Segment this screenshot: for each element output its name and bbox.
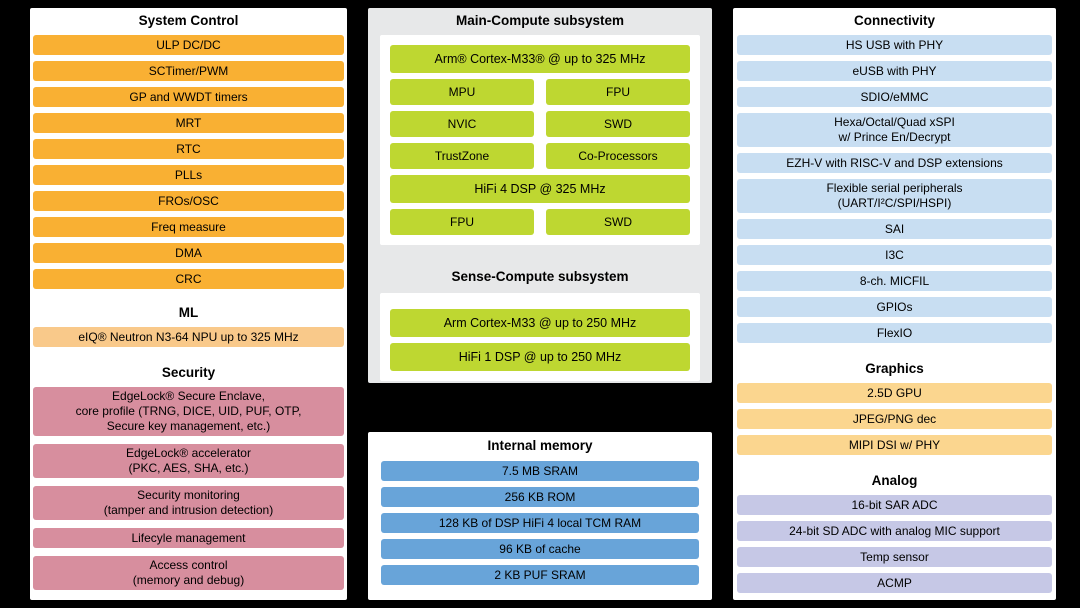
connectivity-item: I3C	[737, 245, 1052, 265]
memory-list: 7.5 MB SRAM 256 KB ROM 128 KB of DSP HiFi …	[381, 461, 699, 585]
section-title-graphics: Graphics	[865, 361, 924, 376]
graphics-item: MIPI DSI w/ PHY	[737, 435, 1052, 455]
system-control-list: ULP DC/DC SCTimer/PWM GP and WWDT timers MR…	[33, 35, 344, 289]
connectivity-item: HS USB with PHY	[737, 35, 1052, 55]
right-panel: Connectivity HS USB with PHY eUSB with PH…	[733, 8, 1056, 600]
memory-item: 2 KB PUF SRAM	[381, 565, 699, 585]
dsp-feature-block: FPU	[390, 209, 534, 235]
connectivity-item: SDIO/eMMC	[737, 87, 1052, 107]
section-title-analog: Analog	[871, 473, 918, 488]
security-list: EdgeLock® Secure Enclave, core profile (…	[33, 387, 344, 590]
section-title-sense-compute: Sense-Compute subsystem	[451, 269, 629, 284]
analog-item: Temp sensor	[737, 547, 1052, 567]
system-control-item: CRC	[33, 269, 344, 289]
connectivity-item: 8-ch. MICFIL	[737, 271, 1052, 291]
cpu-feature-block: MPU	[390, 79, 534, 105]
connectivity-item: SAI	[737, 219, 1052, 239]
section-title-internal-memory: Internal memory	[487, 438, 593, 453]
internal-memory-panel: Internal memory 7.5 MB SRAM 256 KB ROM 128…	[368, 432, 712, 600]
system-control-item: MRT	[33, 113, 344, 133]
sense-compute-block: Arm Cortex-M33 @ up to 250 MHz	[390, 309, 690, 337]
cpu-feature-block: SWD	[546, 111, 690, 137]
main-compute-box: Arm® Cortex-M33® @ up to 325 MHz MPU FPU N…	[380, 35, 700, 245]
graphics-item: JPEG/PNG dec	[737, 409, 1052, 429]
memory-item: 128 KB of DSP HiFi 4 local TCM RAM	[381, 513, 699, 533]
connectivity-item: eUSB with PHY	[737, 61, 1052, 81]
section-title-ml: ML	[178, 305, 199, 320]
security-item: Security monitoring (tamper and intrusio…	[33, 486, 344, 520]
section-title-main-compute: Main-Compute subsystem	[455, 13, 625, 28]
security-item: Lifecyle management	[33, 528, 344, 548]
sense-compute-block: HiFi 1 DSP @ up to 250 MHz	[390, 343, 690, 371]
section-title-security: Security	[161, 365, 216, 380]
sense-compute-box: Arm Cortex-M33 @ up to 250 MHz HiFi 1 DSP…	[380, 293, 700, 381]
section-title-system-control: System Control	[138, 13, 239, 28]
main-dsp-block: HiFi 4 DSP @ 325 MHz	[390, 175, 690, 203]
system-control-item: ULP DC/DC	[33, 35, 344, 55]
connectivity-item: FlexIO	[737, 323, 1052, 343]
section-title-connectivity: Connectivity	[853, 13, 935, 28]
connectivity-item: Flexible serial peripherals (UART/I²C/SP…	[737, 179, 1052, 213]
analog-item: 24-bit SD ADC with analog MIC support	[737, 521, 1052, 541]
ml-list: eIQ® Neutron N3-64 NPU up to 325 MHz	[33, 327, 344, 347]
analog-item: ACMP	[737, 573, 1052, 593]
left-panel: System Control ULP DC/DC SCTimer/PWM GP an…	[30, 8, 347, 600]
connectivity-item: EZH-V with RISC-V and DSP extensions	[737, 153, 1052, 173]
system-control-item: DMA	[33, 243, 344, 263]
memory-item: 7.5 MB SRAM	[381, 461, 699, 481]
analog-item: 16-bit SAR ADC	[737, 495, 1052, 515]
ml-item: eIQ® Neutron N3-64 NPU up to 325 MHz	[33, 327, 344, 347]
security-item: EdgeLock® accelerator (PKC, AES, SHA, et…	[33, 444, 344, 478]
security-item: EdgeLock® Secure Enclave, core profile (…	[33, 387, 344, 436]
security-item: Access control (memory and debug)	[33, 556, 344, 590]
graphics-list: 2.5D GPU JPEG/PNG dec MIPI DSI w/ PHY	[737, 383, 1052, 455]
dsp-feature-block: SWD	[546, 209, 690, 235]
memory-item: 96 KB of cache	[381, 539, 699, 559]
system-control-item: Freq measure	[33, 217, 344, 237]
system-control-item: GP and WWDT timers	[33, 87, 344, 107]
main-cpu-feature-grid: MPU FPU NVIC SWD TrustZone Co-Processors	[390, 79, 690, 169]
compute-panel: Main-Compute subsystem Arm® Cortex-M33® …	[368, 8, 712, 383]
cpu-feature-block: NVIC	[390, 111, 534, 137]
main-dsp-feature-grid: FPU SWD	[390, 209, 690, 235]
system-control-item: SCTimer/PWM	[33, 61, 344, 81]
cpu-feature-block: TrustZone	[390, 143, 534, 169]
connectivity-item: GPIOs	[737, 297, 1052, 317]
analog-list: 16-bit SAR ADC 24-bit SD ADC with analog …	[737, 495, 1052, 593]
cpu-feature-block: FPU	[546, 79, 690, 105]
cpu-feature-block: Co-Processors	[546, 143, 690, 169]
connectivity-list: HS USB with PHY eUSB with PHY SDIO/eMMC Hex…	[737, 35, 1052, 343]
graphics-item: 2.5D GPU	[737, 383, 1052, 403]
connectivity-item: Hexa/Octal/Quad xSPI w/ Prince En/Decryp…	[737, 113, 1052, 147]
memory-item: 256 KB ROM	[381, 487, 699, 507]
system-control-item: FROs/OSC	[33, 191, 344, 211]
main-cpu-block: Arm® Cortex-M33® @ up to 325 MHz	[390, 45, 690, 73]
system-control-item: RTC	[33, 139, 344, 159]
system-control-item: PLLs	[33, 165, 344, 185]
